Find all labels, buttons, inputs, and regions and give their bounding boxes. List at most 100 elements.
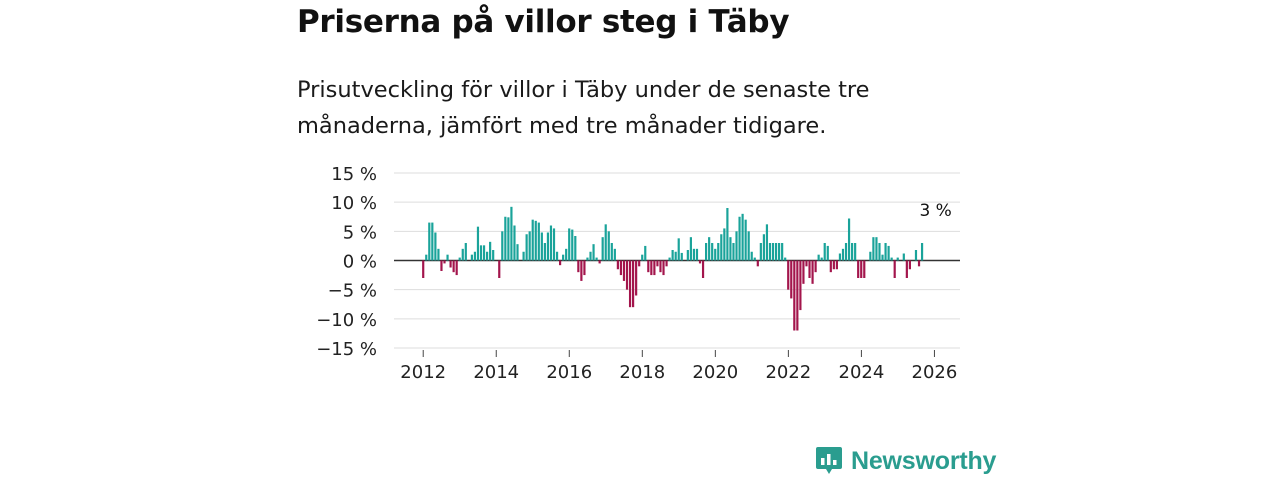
bar xyxy=(434,232,437,261)
bar xyxy=(428,222,431,261)
bar xyxy=(537,222,540,261)
bar xyxy=(549,225,553,261)
x-tick-label: 2016 xyxy=(546,362,592,383)
bar xyxy=(872,237,875,261)
bar xyxy=(851,243,854,261)
bar xyxy=(635,260,638,296)
x-tick-label: 2014 xyxy=(473,362,519,383)
bar xyxy=(489,241,492,261)
bar xyxy=(592,244,595,261)
bar xyxy=(787,260,790,290)
bar xyxy=(814,260,817,273)
bar xyxy=(680,252,683,261)
bar xyxy=(817,254,820,261)
bar xyxy=(422,260,425,278)
x-tick-label: 2018 xyxy=(619,362,665,383)
bar xyxy=(778,243,781,261)
bar xyxy=(431,222,434,261)
bar xyxy=(482,245,486,261)
bar xyxy=(732,243,735,261)
bar xyxy=(863,260,866,278)
bar xyxy=(741,213,744,261)
x-tick-label: 2024 xyxy=(839,362,885,383)
bar xyxy=(632,260,635,308)
bar xyxy=(671,250,674,261)
bar xyxy=(653,260,656,276)
bar xyxy=(793,260,796,331)
bar xyxy=(613,248,616,261)
bar xyxy=(896,257,899,261)
gridlines xyxy=(394,172,960,349)
bar xyxy=(492,250,495,261)
bar xyxy=(711,243,714,261)
bar xyxy=(790,260,793,299)
bar xyxy=(753,257,756,261)
bar xyxy=(479,245,483,261)
y-tick-label: 10 % xyxy=(331,193,377,214)
bar xyxy=(595,257,598,261)
bar xyxy=(771,243,775,261)
bar xyxy=(486,251,489,261)
bar xyxy=(528,231,531,261)
bar xyxy=(543,243,546,261)
bar xyxy=(498,260,501,278)
bar xyxy=(604,224,607,261)
bar xyxy=(765,224,769,261)
bar xyxy=(808,260,811,278)
bar xyxy=(586,257,589,261)
bar xyxy=(562,254,565,261)
bar xyxy=(695,248,699,261)
bar xyxy=(902,253,905,261)
bar xyxy=(565,248,568,261)
bar xyxy=(501,231,504,261)
bar xyxy=(446,254,449,261)
bar xyxy=(598,260,601,264)
bar xyxy=(774,243,778,261)
bar xyxy=(546,232,550,261)
bar xyxy=(568,228,571,261)
bar xyxy=(455,260,458,276)
bar xyxy=(574,236,577,261)
y-tick-label: 5 % xyxy=(343,222,377,243)
bar xyxy=(762,234,765,261)
bar xyxy=(552,228,556,261)
y-axis: 15 % 10 % 5 % 0 % −5 % −10 % −15 % xyxy=(316,164,377,360)
bar xyxy=(610,243,613,261)
bar xyxy=(881,254,884,261)
bar xyxy=(449,260,452,268)
bar xyxy=(464,243,467,261)
brand-name: Newsworthy xyxy=(851,446,997,475)
bar xyxy=(443,260,446,264)
bar xyxy=(844,243,848,261)
bar xyxy=(644,245,647,261)
bar xyxy=(802,260,805,284)
bar xyxy=(893,260,896,278)
bar xyxy=(781,243,784,261)
bar xyxy=(747,231,750,261)
bar xyxy=(607,231,610,261)
bar xyxy=(723,228,726,261)
bar xyxy=(647,260,650,273)
x-tick-label: 2012 xyxy=(400,362,446,383)
bar xyxy=(650,260,653,276)
bar xyxy=(628,260,632,308)
bar xyxy=(616,260,619,270)
chart-title: Priserna på villor steg i Täby xyxy=(297,4,790,40)
bar xyxy=(905,260,908,278)
bar xyxy=(641,254,644,261)
bar xyxy=(698,260,702,264)
bar xyxy=(869,251,872,261)
bar xyxy=(677,238,680,261)
bar xyxy=(705,243,708,261)
bar xyxy=(665,260,668,267)
bar xyxy=(476,226,480,261)
bars xyxy=(422,206,924,331)
bar xyxy=(708,237,711,261)
newsworthy-brand[interactable]: Newsworthy xyxy=(815,444,996,478)
bar xyxy=(759,243,762,261)
bar xyxy=(470,254,473,261)
bar xyxy=(735,231,738,261)
bar xyxy=(440,260,443,271)
bar xyxy=(750,251,753,261)
